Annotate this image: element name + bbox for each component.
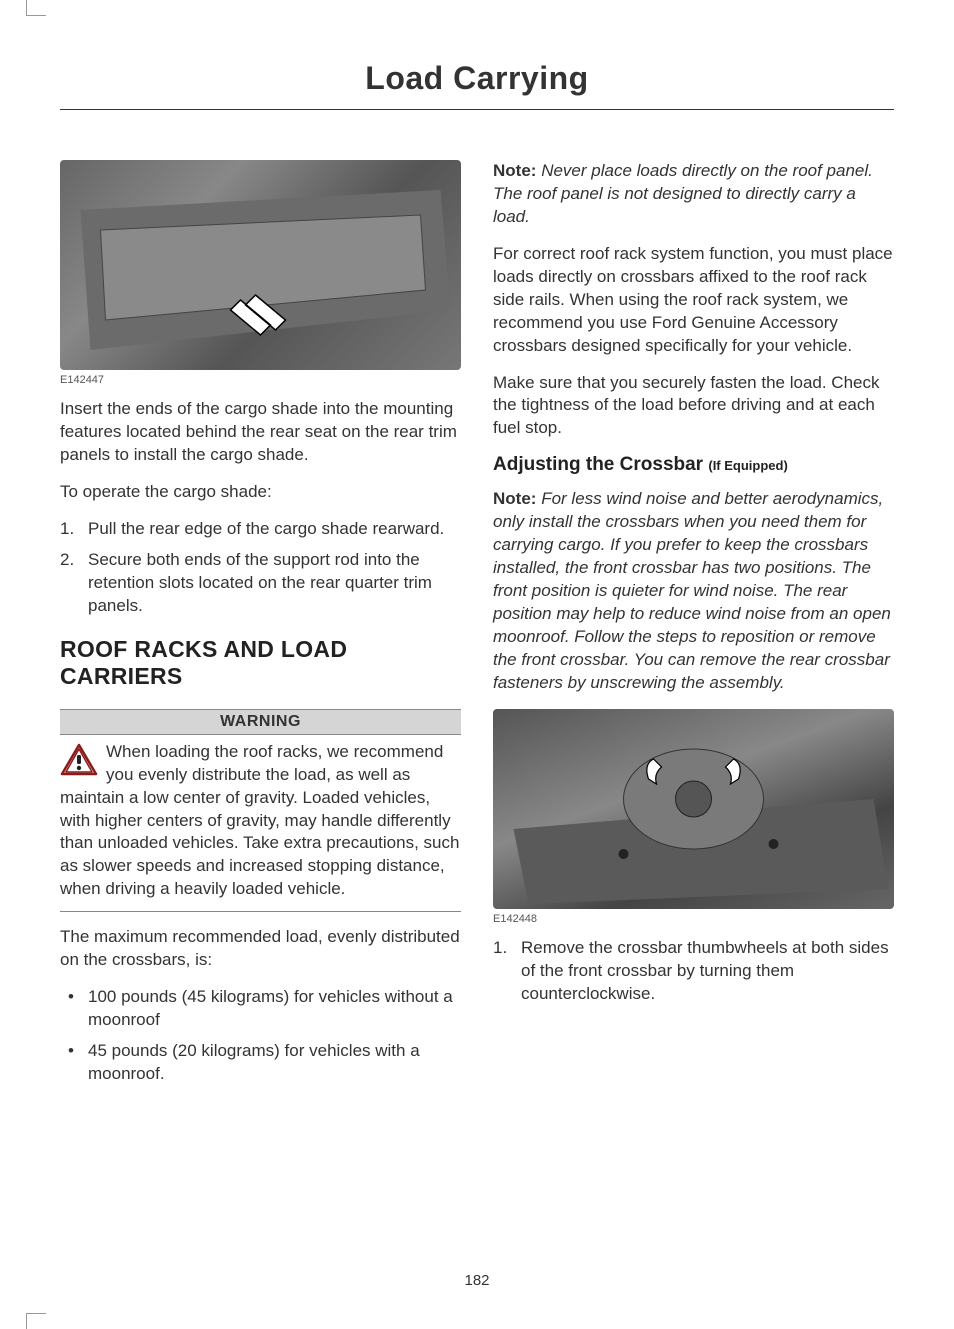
warning-block: WARNING When loading the roof racks, we … [60, 709, 461, 913]
paragraph-roof-rack-function: For correct roof rack system function, y… [493, 243, 894, 358]
crossbar-illustration [493, 709, 894, 909]
note-roof-panel: Note: Never place loads directly on the … [493, 160, 894, 229]
note-label: Note: [493, 161, 536, 180]
note-label: Note: [493, 489, 536, 508]
list-item: 100 pounds (45 kilograms) for vehicles w… [60, 986, 461, 1032]
paragraph-fasten-load: Make sure that you securely fasten the l… [493, 372, 894, 441]
cargo-shade-steps: Pull the rear edge of the cargo shade re… [60, 518, 461, 618]
cargo-shade-image [60, 160, 461, 370]
warning-body: When loading the roof racks, we recommen… [60, 735, 461, 913]
figure-caption-2: E142448 [493, 913, 894, 925]
crossbar-image [493, 709, 894, 909]
warning-triangle-icon [60, 743, 98, 784]
figure-caption-1: E142447 [60, 374, 461, 386]
right-column: Note: Never place loads directly on the … [493, 160, 894, 1104]
heading-adjusting-crossbar: Adjusting the Crossbar (If Equipped) [493, 454, 894, 476]
subheading-suffix: (If Equipped) [708, 458, 787, 473]
crossbar-steps: Remove the crossbar thumbwheels at both … [493, 937, 894, 1006]
figure-crossbar [493, 709, 894, 909]
note-body: For less wind noise and better aerodynam… [493, 489, 891, 692]
list-item: Remove the crossbar thumbwheels at both … [493, 937, 894, 1006]
subheading-text: Adjusting the Crossbar [493, 454, 703, 475]
warning-header: WARNING [60, 709, 461, 735]
paragraph-install-shade: Insert the ends of the cargo shade into … [60, 398, 461, 467]
note-body: Never place loads directly on the roof p… [493, 161, 873, 226]
list-item: Pull the rear edge of the cargo shade re… [60, 518, 461, 541]
page-title: Load Carrying [60, 60, 894, 110]
load-limits-list: 100 pounds (45 kilograms) for vehicles w… [60, 986, 461, 1086]
cargo-shade-illustration [60, 160, 461, 370]
two-column-layout: E142447 Insert the ends of the cargo sha… [60, 160, 894, 1104]
figure-cargo-shade [60, 160, 461, 370]
list-item: 45 pounds (20 kilograms) for vehicles wi… [60, 1040, 461, 1086]
page-content: Load Carrying E142447 Insert the ends of… [0, 0, 954, 1144]
left-column: E142447 Insert the ends of the cargo sha… [60, 160, 461, 1104]
page-number: 182 [0, 1272, 954, 1289]
heading-roof-racks: ROOF RACKS AND LOAD CARRIERS [60, 636, 461, 691]
warning-text: When loading the roof racks, we recommen… [60, 742, 459, 899]
note-wind-noise: Note: For less wind noise and better aer… [493, 488, 894, 694]
paragraph-max-load: The maximum recommended load, evenly dis… [60, 926, 461, 972]
paragraph-operate-shade: To operate the cargo shade: [60, 481, 461, 504]
list-item: Secure both ends of the support rod into… [60, 549, 461, 618]
